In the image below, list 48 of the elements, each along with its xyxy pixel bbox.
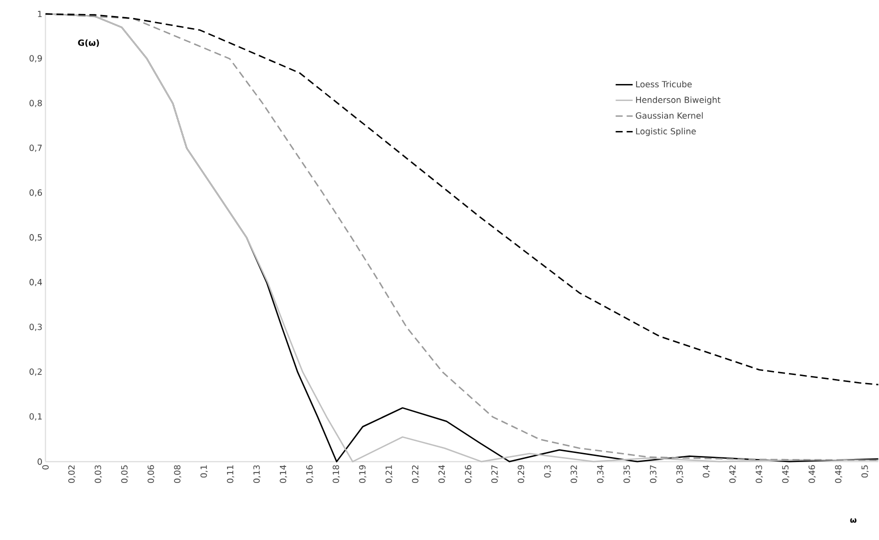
x-tick-label: 0,02 xyxy=(68,466,76,484)
y-tick-label: 0,9 xyxy=(30,55,42,63)
y-tick-label: 0,1 xyxy=(30,413,42,421)
x-tick-label: 0,06 xyxy=(148,465,155,484)
y-axis-title: G(ω) xyxy=(78,40,99,48)
x-tick-label: 0,24 xyxy=(438,465,446,484)
x-tick-label: 0,14 xyxy=(280,465,288,484)
x-tick-label: 0,4 xyxy=(702,465,710,478)
legend-label: Gaussian Kernel xyxy=(636,112,703,119)
y-tick-label: 0,8 xyxy=(30,100,42,108)
x-tick-label: 0,43 xyxy=(756,466,763,484)
legend-label: Logistic Spline xyxy=(636,128,696,136)
x-tick-label: 0,32 xyxy=(570,466,578,484)
x-tick-label: 0,21 xyxy=(386,466,393,484)
x-tick-label: 0,35 xyxy=(624,466,631,484)
x-tick-label: 0,46 xyxy=(808,465,816,484)
x-tick-label: 0,19 xyxy=(359,465,366,484)
x-tick-label: 0,29 xyxy=(518,465,526,484)
x-tick-label: 0,37 xyxy=(650,466,658,484)
x-tick-label: 0,5 xyxy=(861,466,869,478)
y-tick-label: 0,5 xyxy=(30,234,42,242)
y-tick-label: 0,2 xyxy=(30,368,42,376)
y-tick-label: 0,6 xyxy=(30,190,42,197)
x-tick-label: 0,11 xyxy=(226,466,234,484)
x-tick-label: 0,3 xyxy=(544,466,552,478)
x-tick-label: 0,34 xyxy=(597,465,604,484)
legend-label: Loess Tricube xyxy=(636,81,692,88)
x-tick-label: 0,18 xyxy=(332,465,340,484)
x-tick-label: 0,48 xyxy=(835,465,842,484)
y-tick-label: 0,4 xyxy=(30,279,42,286)
x-tick-label: 0,42 xyxy=(729,466,737,484)
y-tick-label: 1 xyxy=(38,11,42,18)
legend-label: Henderson Biweight xyxy=(636,96,720,105)
x-tick-label: 0,27 xyxy=(491,466,499,484)
x-tick-label: 0,45 xyxy=(782,466,790,484)
x-tick-label: 0,05 xyxy=(121,466,128,484)
y-tick-label: 0,7 xyxy=(30,144,42,152)
x-tick-label: 0 xyxy=(42,465,49,470)
x-tick-label: 0,13 xyxy=(253,466,261,484)
x-tick-label: 0,22 xyxy=(412,466,420,484)
x-tick-label: 0,26 xyxy=(464,465,472,484)
y-tick-label: 0,3 xyxy=(30,324,42,332)
y-tick-label: 0 xyxy=(38,458,42,466)
x-tick-label: 0,03 xyxy=(94,466,102,484)
x-tick-label: 0,38 xyxy=(676,465,684,484)
x-tick-label: 0,16 xyxy=(306,465,314,484)
x-tick-label: 0,08 xyxy=(174,465,182,484)
x-tick-label: 0,1 xyxy=(200,466,208,478)
